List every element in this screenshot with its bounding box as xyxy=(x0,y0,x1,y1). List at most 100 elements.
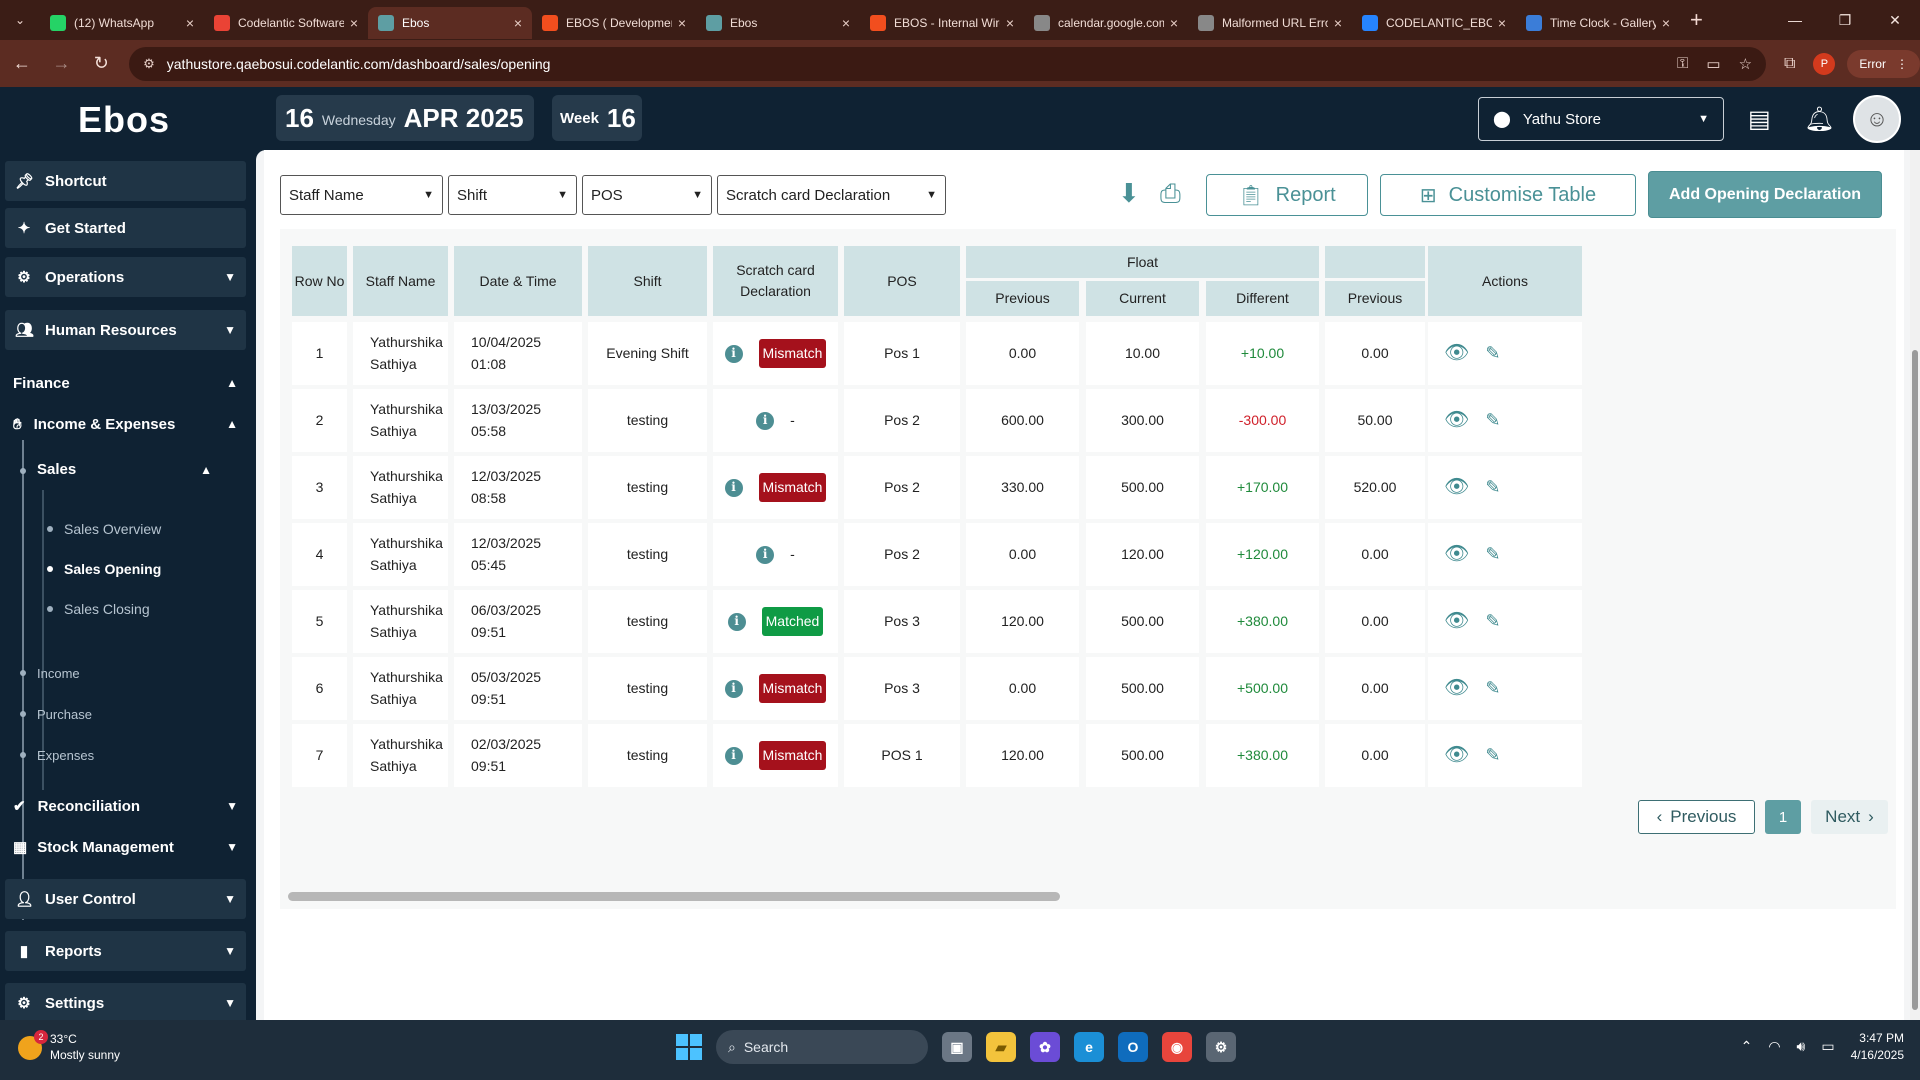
view-eye-icon[interactable]: 👁︎ xyxy=(1444,409,1470,431)
info-icon[interactable]: i xyxy=(756,545,775,564)
staff-name-filter[interactable]: Staff Name ▼ xyxy=(280,175,443,215)
info-icon[interactable]: i xyxy=(724,344,743,363)
view-eye-icon[interactable]: 👁︎ xyxy=(1444,476,1470,498)
scrollbar-thumb[interactable] xyxy=(1912,350,1918,1010)
sidebar-item-shortcut[interactable]: 📌︎ Shortcut xyxy=(5,161,246,201)
header-shift[interactable]: Shift xyxy=(588,246,707,316)
weather-widget[interactable]: 2 33°C Mostly sunny xyxy=(18,1029,120,1063)
report-button[interactable]: 📋︎ Report xyxy=(1206,174,1368,216)
sidebar-item-user-control[interactable]: 👤︎ User Control ▼ xyxy=(5,879,246,919)
header-float-different[interactable]: Different xyxy=(1206,281,1319,316)
view-eye-icon[interactable]: 👁︎ xyxy=(1444,744,1470,766)
minimize-icon[interactable]: — xyxy=(1788,12,1802,28)
shift-filter[interactable]: Shift ▼ xyxy=(448,175,577,215)
header-pos[interactable]: POS xyxy=(844,246,960,316)
close-tab-icon[interactable]: × xyxy=(1169,15,1178,31)
browser-tab[interactable]: Codelantic Software × xyxy=(204,7,368,39)
close-tab-icon[interactable]: × xyxy=(1497,15,1506,31)
windows-start-icon[interactable] xyxy=(676,1034,702,1060)
sidebar-item-human-resources[interactable]: 👥︎ Human Resources ▼ xyxy=(5,310,246,350)
edit-icon[interactable]: ✎ xyxy=(1485,342,1501,363)
edit-icon[interactable]: ✎ xyxy=(1485,543,1501,564)
sidebar-item-income[interactable]: Income xyxy=(37,666,80,681)
sidebar-item-sales-closing[interactable]: Sales Closing xyxy=(64,601,150,617)
outlook-icon[interactable]: O xyxy=(1118,1032,1148,1062)
header-staff-name[interactable]: Staff Name xyxy=(353,246,448,316)
chat-icon[interactable]: ▤ xyxy=(1748,106,1771,133)
info-icon[interactable]: i xyxy=(724,746,743,765)
sidebar-item-stock-management[interactable]: ▦ Stock Management ▼ xyxy=(5,827,246,867)
vertical-scrollbar[interactable] xyxy=(1910,150,1920,1020)
edit-icon[interactable]: ✎ xyxy=(1485,744,1501,765)
forward-icon[interactable]: → xyxy=(52,53,71,73)
view-eye-icon[interactable]: 👁︎ xyxy=(1444,342,1470,364)
browser-tab[interactable]: Ebos × xyxy=(368,7,532,39)
browser-tab[interactable]: (12) WhatsApp × xyxy=(40,7,204,39)
chrome-icon[interactable]: ◉ xyxy=(1162,1032,1192,1062)
close-tab-icon[interactable]: × xyxy=(841,15,850,31)
sidebar-item-sales[interactable]: Sales ▲ xyxy=(37,461,212,478)
info-icon[interactable]: i xyxy=(724,478,743,497)
sidebar-item-expenses[interactable]: Expenses xyxy=(37,748,95,763)
file-explorer-icon[interactable]: ▰ xyxy=(986,1032,1016,1062)
error-button[interactable]: Error ⋮ xyxy=(1847,49,1920,78)
taskbar-search[interactable]: ⌕ Search xyxy=(716,1030,928,1064)
page-1-button[interactable]: 1 xyxy=(1765,800,1801,834)
header-row-no[interactable]: Row No xyxy=(292,246,347,316)
edge-icon[interactable]: e xyxy=(1074,1032,1104,1062)
close-window-icon[interactable]: ✕ xyxy=(1889,11,1901,28)
ebos-logo[interactable]: Ebos xyxy=(78,99,171,140)
browser-tab[interactable]: Ebos × xyxy=(696,7,860,39)
sidebar-item-reconciliation[interactable]: ✔ Reconciliation ▼ xyxy=(5,786,246,826)
view-eye-icon[interactable]: 👁︎ xyxy=(1444,610,1470,632)
settings-app-icon[interactable]: ⚙ xyxy=(1206,1032,1236,1062)
bell-icon[interactable]: 🔔︎ xyxy=(1804,106,1835,133)
customise-table-button[interactable]: ⊞ Customise Table xyxy=(1380,174,1636,216)
back-icon[interactable]: ← xyxy=(12,53,31,73)
browser-tab[interactable]: Malformed URL Error × xyxy=(1188,7,1352,39)
previous-page-button[interactable]: ‹ Previous xyxy=(1638,800,1755,834)
browser-tab[interactable]: CODELANTIC_EBOS × xyxy=(1352,7,1516,39)
cast-icon[interactable]: ▭ xyxy=(1706,55,1721,73)
tab-search-icon[interactable]: ⌄ xyxy=(14,13,26,27)
view-eye-icon[interactable]: 👁︎ xyxy=(1444,543,1470,565)
chevron-up-icon[interactable]: ⌃ xyxy=(1740,1038,1753,1055)
address-bar[interactable]: ⚙ yathustore.qaebosui.codelantic.com/das… xyxy=(129,46,1767,81)
close-tab-icon[interactable]: × xyxy=(677,15,686,31)
copilot-icon[interactable]: ✿ xyxy=(1030,1032,1060,1062)
battery-icon[interactable]: ▭ xyxy=(1821,1038,1835,1055)
info-icon[interactable]: i xyxy=(727,612,746,631)
info-icon[interactable]: i xyxy=(756,411,775,430)
store-selector[interactable]: ⬤ Yathu Store ▼ xyxy=(1478,97,1724,141)
wifi-icon[interactable]: ◠ xyxy=(1768,1038,1781,1055)
new-tab-icon[interactable]: + xyxy=(1690,7,1703,32)
next-page-button[interactable]: Next › xyxy=(1811,800,1888,834)
download-icon[interactable]: ⬇ xyxy=(1118,178,1140,208)
close-tab-icon[interactable]: × xyxy=(1005,15,1014,31)
browser-tab[interactable]: EBOS - Internal Wireframe × xyxy=(860,7,1024,39)
close-tab-icon[interactable]: × xyxy=(1333,15,1342,31)
sidebar-item-sales-opening[interactable]: Sales Opening xyxy=(64,561,162,577)
horizontal-scrollbar[interactable] xyxy=(288,892,1060,901)
edit-icon[interactable]: ✎ xyxy=(1485,409,1501,430)
header-scratch-card[interactable]: Scratch card Declaration xyxy=(713,246,838,316)
profile-avatar[interactable]: P xyxy=(1813,52,1836,75)
browser-tab[interactable]: EBOS ( Development ) × xyxy=(532,7,696,39)
header-float-previous[interactable]: Previous xyxy=(966,281,1079,316)
reload-icon[interactable]: ↻ xyxy=(93,53,109,73)
header-date-time[interactable]: Date & Time xyxy=(454,246,582,316)
info-icon[interactable]: i xyxy=(724,679,743,698)
sidebar-item-operations[interactable]: ⚙ Operations ▼ xyxy=(5,257,246,297)
sidebar-item-sales-overview[interactable]: Sales Overview xyxy=(64,521,162,537)
header-next-previous[interactable]: Previous xyxy=(1325,281,1425,316)
edit-icon[interactable]: ✎ xyxy=(1485,610,1501,631)
site-info-icon[interactable]: ⚙ xyxy=(143,55,155,71)
pos-filter[interactable]: POS ▼ xyxy=(582,175,712,215)
password-key-icon[interactable]: ⚿ xyxy=(1676,54,1689,72)
extensions-icon[interactable]: ⧉ xyxy=(1784,54,1796,72)
sidebar-item-reports[interactable]: ▮ Reports ▼ xyxy=(5,931,246,971)
add-opening-declaration-button[interactable]: Add Opening Declaration xyxy=(1648,171,1882,218)
close-tab-icon[interactable]: × xyxy=(349,15,358,31)
scratch-card-filter[interactable]: Scratch card Declaration ▼ xyxy=(717,175,946,215)
browser-tab[interactable]: Time Clock - Gallery × xyxy=(1516,7,1680,39)
